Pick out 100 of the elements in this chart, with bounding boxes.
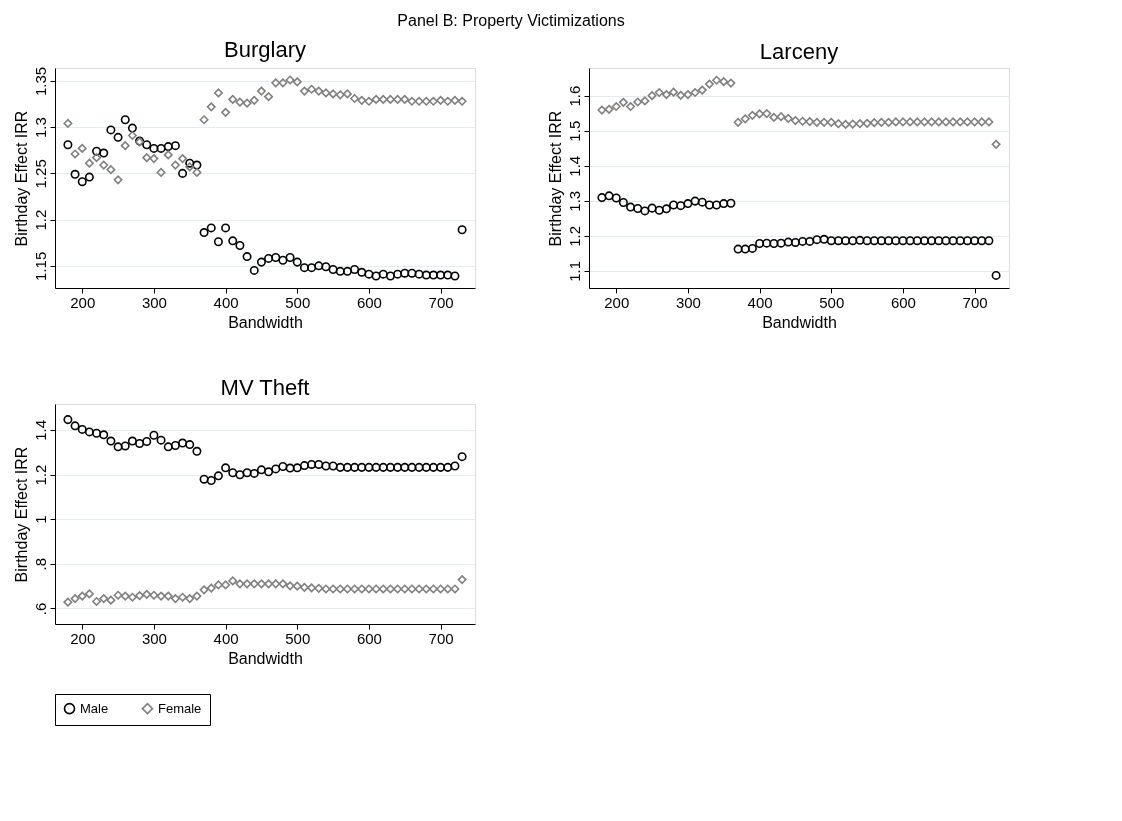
point — [400, 268, 410, 278]
point — [776, 112, 786, 122]
y-tick-label: 1.2 — [565, 225, 583, 247]
point — [364, 584, 374, 594]
point — [364, 269, 374, 279]
point — [63, 118, 73, 128]
point — [955, 117, 965, 127]
point — [604, 104, 614, 114]
point — [421, 462, 431, 472]
point — [934, 117, 944, 127]
point — [833, 119, 843, 129]
point — [378, 584, 388, 594]
text: Panel B: Property Victimizations — [397, 11, 625, 29]
point — [912, 117, 922, 127]
point — [676, 201, 686, 211]
point — [185, 162, 195, 172]
point — [733, 244, 743, 254]
point — [192, 167, 202, 177]
point — [256, 579, 266, 589]
point — [669, 87, 679, 97]
point — [350, 94, 360, 104]
point — [135, 438, 145, 448]
point — [450, 271, 460, 281]
point — [163, 142, 173, 152]
point — [242, 579, 252, 589]
point — [891, 236, 901, 246]
point — [378, 269, 388, 279]
point — [106, 595, 116, 605]
y-tick-label: 1.3 — [565, 190, 583, 212]
x-tick-label: 200 — [70, 293, 96, 311]
point — [163, 150, 173, 160]
legend-label: Female — [158, 700, 202, 716]
point — [307, 583, 317, 593]
point — [436, 462, 446, 472]
point — [314, 261, 324, 271]
point — [841, 119, 851, 129]
point — [113, 175, 123, 185]
point — [106, 125, 116, 135]
point — [135, 591, 145, 601]
point — [92, 153, 102, 163]
point — [762, 238, 772, 248]
point — [669, 200, 679, 210]
point — [400, 94, 410, 104]
point — [228, 576, 238, 586]
point — [611, 193, 621, 203]
point — [213, 88, 223, 98]
point — [869, 118, 879, 128]
point — [414, 584, 424, 594]
y-tick-label: 1.1 — [565, 260, 583, 282]
point — [891, 117, 901, 127]
x-tick-label: 300 — [141, 293, 167, 311]
point — [378, 462, 388, 472]
point — [271, 464, 281, 474]
point — [285, 581, 295, 591]
point — [170, 594, 180, 604]
point — [597, 193, 607, 203]
point — [977, 236, 987, 246]
point — [683, 199, 693, 209]
point — [264, 92, 274, 102]
y-axis-title: Birthday Effect IRR — [12, 446, 30, 583]
point — [905, 117, 915, 127]
point — [307, 263, 317, 273]
point — [927, 236, 937, 246]
point — [848, 236, 858, 246]
point — [314, 583, 324, 593]
point — [77, 591, 87, 601]
x-tick-label: 500 — [285, 629, 311, 647]
point — [697, 197, 707, 207]
point — [342, 266, 352, 276]
point — [249, 265, 259, 275]
point — [328, 265, 338, 275]
chart-title: Larceny — [759, 39, 839, 64]
point — [149, 430, 159, 440]
point — [855, 235, 865, 245]
chart-title: Burglary — [224, 37, 306, 63]
point — [626, 102, 636, 112]
point — [178, 592, 188, 602]
point — [335, 462, 345, 472]
point — [704, 79, 714, 89]
point — [862, 236, 872, 246]
y-tick-label: 1 — [31, 515, 49, 524]
point — [385, 94, 395, 104]
point — [321, 262, 331, 272]
point — [292, 581, 302, 591]
point — [149, 590, 159, 600]
point — [611, 102, 621, 112]
point — [740, 244, 750, 254]
x-axis-title: Bandwidth — [228, 313, 303, 331]
point — [869, 236, 879, 246]
point — [371, 271, 381, 281]
x-axis-title: Bandwidth — [762, 313, 837, 331]
point — [443, 96, 453, 106]
point — [299, 86, 309, 96]
point — [242, 98, 252, 108]
point — [647, 91, 657, 101]
point — [242, 252, 252, 262]
x-tick-label: 400 — [213, 629, 239, 647]
point — [364, 96, 374, 106]
point — [371, 584, 381, 594]
point — [385, 462, 395, 472]
